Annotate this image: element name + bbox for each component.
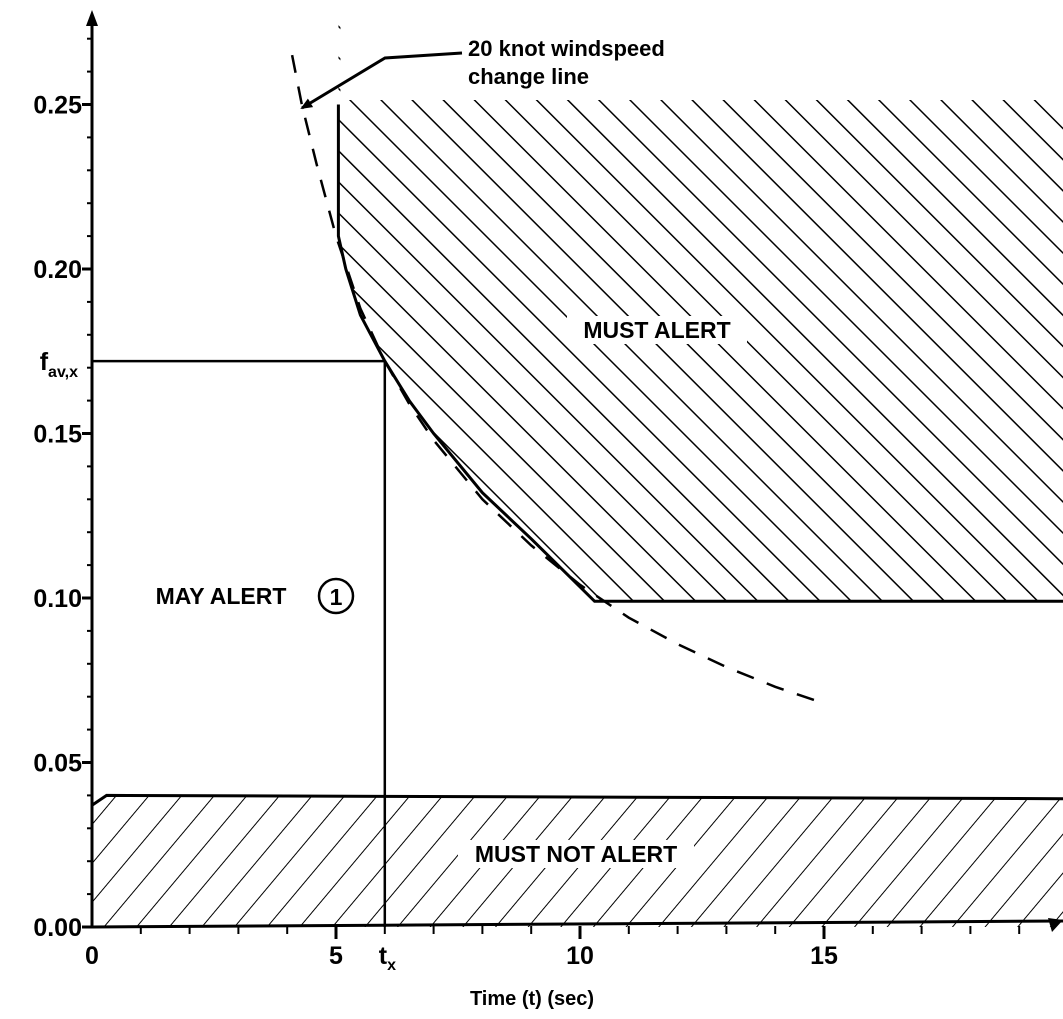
annotation-line-2: change line (468, 64, 589, 89)
x-tick-label: 15 (810, 942, 838, 970)
t-x-label-main: t (379, 942, 388, 970)
must-alert-region (338, 22, 1063, 602)
annotation-arrow (300, 51, 463, 110)
x-axis-title: Time (t) (sec) (470, 988, 594, 1010)
f-av-x-label-sub: av,x (48, 364, 78, 381)
x-tick-label: 10 (566, 942, 594, 970)
must-not-alert-label-bg (458, 840, 694, 868)
note-1-circle (317, 577, 355, 615)
x-tick-label: 0 (85, 942, 99, 970)
y-tick-label: 0.05 (33, 750, 82, 778)
must-alert-label: MUST ALERT (583, 317, 730, 343)
y-tick-label: 0.15 (33, 421, 82, 449)
y-axis-arrowhead (86, 10, 98, 26)
must-alert-label-bg (567, 316, 747, 344)
y-tick-label: 0.20 (33, 256, 82, 284)
f-av-x-label: fav,x (40, 348, 78, 381)
annotation-bg (462, 30, 718, 96)
may-alert-label: MAY ALERT (156, 583, 287, 609)
windspeed-change-line (290, 54, 825, 705)
must-not-alert-label: MUST NOT ALERT (475, 841, 677, 867)
note-1-number: 1 (330, 584, 343, 610)
t-x-label: tx (379, 942, 396, 974)
must-not-alert-boundary-line (91, 793, 1063, 807)
t-x-label-sub: x (387, 957, 396, 974)
annotation-line-1: 20 knot windspeed (468, 36, 665, 61)
y-tick-label: 0.10 (33, 585, 82, 613)
y-tick-label: 0.25 (33, 92, 82, 120)
y-tick-label: 0.00 (33, 914, 82, 942)
x-axis-line (91, 919, 1063, 929)
f-av-x-label-main: f (40, 348, 49, 376)
x-tick-label: 5 (329, 942, 343, 970)
x-axis-arrowhead (1048, 918, 1063, 932)
